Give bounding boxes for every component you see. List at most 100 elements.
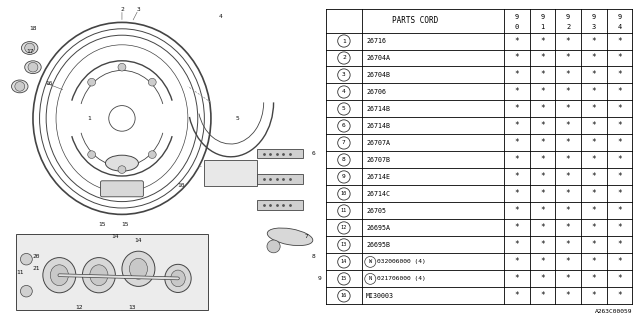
Ellipse shape	[268, 228, 313, 245]
Text: *: *	[591, 53, 596, 62]
Text: *: *	[617, 139, 622, 148]
Text: MI30003: MI30003	[366, 293, 394, 299]
Text: 16: 16	[340, 293, 347, 298]
Text: *: *	[515, 156, 519, 164]
Text: *: *	[566, 53, 570, 62]
Text: *: *	[566, 257, 570, 267]
Text: 9: 9	[592, 14, 596, 20]
FancyBboxPatch shape	[257, 200, 303, 210]
Text: 12: 12	[340, 225, 347, 230]
Ellipse shape	[90, 265, 108, 285]
Text: 15: 15	[122, 221, 129, 227]
Ellipse shape	[43, 258, 76, 293]
Text: *: *	[540, 189, 545, 198]
Ellipse shape	[83, 258, 115, 293]
Text: *: *	[617, 87, 622, 97]
Text: *: *	[515, 223, 519, 232]
Text: *: *	[617, 189, 622, 198]
Text: 26714C: 26714C	[366, 191, 390, 197]
Text: *: *	[515, 206, 519, 215]
Text: 5: 5	[342, 107, 346, 111]
Text: 1: 1	[87, 116, 91, 121]
Text: 10: 10	[340, 191, 347, 196]
Text: *: *	[540, 223, 545, 232]
Text: *: *	[566, 156, 570, 164]
Circle shape	[118, 166, 126, 173]
Text: 8: 8	[311, 253, 315, 259]
Text: 9: 9	[318, 276, 321, 281]
Text: *: *	[591, 274, 596, 284]
Text: 8: 8	[342, 157, 346, 163]
Circle shape	[20, 253, 32, 265]
Text: *: *	[617, 206, 622, 215]
Text: 021706000 (4): 021706000 (4)	[378, 276, 426, 281]
Text: *: *	[515, 70, 519, 79]
Text: *: *	[515, 172, 519, 181]
Text: *: *	[617, 172, 622, 181]
Ellipse shape	[165, 264, 191, 292]
Text: *: *	[617, 240, 622, 249]
Text: PARTS CORD: PARTS CORD	[392, 17, 438, 26]
Text: *: *	[591, 156, 596, 164]
Text: 26695A: 26695A	[366, 225, 390, 231]
Text: 9: 9	[342, 174, 346, 180]
Text: 10: 10	[177, 183, 185, 188]
Ellipse shape	[12, 80, 28, 93]
Text: 26695B: 26695B	[366, 242, 390, 248]
Text: 26705: 26705	[366, 208, 386, 214]
Text: *: *	[540, 274, 545, 284]
FancyBboxPatch shape	[257, 149, 303, 158]
Text: 6: 6	[342, 124, 346, 128]
Text: *: *	[591, 122, 596, 131]
Text: *: *	[566, 223, 570, 232]
FancyBboxPatch shape	[100, 181, 143, 197]
Text: *: *	[515, 257, 519, 267]
Text: *: *	[617, 70, 622, 79]
Text: 0: 0	[515, 24, 519, 29]
Text: 21: 21	[33, 266, 40, 271]
Text: 26716: 26716	[366, 38, 386, 44]
Text: *: *	[540, 122, 545, 131]
Circle shape	[148, 78, 156, 86]
Text: 26707B: 26707B	[366, 157, 390, 163]
Text: 4: 4	[618, 24, 621, 29]
Text: 26714E: 26714E	[366, 174, 390, 180]
Text: 6: 6	[311, 151, 315, 156]
Circle shape	[25, 43, 35, 53]
Text: 9: 9	[618, 14, 621, 20]
Text: *: *	[515, 292, 519, 300]
Text: *: *	[566, 240, 570, 249]
Text: 7: 7	[342, 140, 346, 146]
Text: *: *	[591, 257, 596, 267]
Text: *: *	[617, 274, 622, 284]
Text: *: *	[591, 206, 596, 215]
Text: 26704B: 26704B	[366, 72, 390, 78]
Text: W: W	[369, 260, 372, 264]
Text: 17: 17	[26, 49, 33, 54]
Text: 3: 3	[592, 24, 596, 29]
Text: 2: 2	[566, 24, 570, 29]
Text: 14: 14	[134, 237, 142, 243]
Text: *: *	[591, 36, 596, 45]
Text: *: *	[591, 240, 596, 249]
Text: 9: 9	[540, 14, 545, 20]
Text: 12: 12	[76, 305, 83, 310]
Text: *: *	[515, 240, 519, 249]
Text: 4: 4	[219, 13, 223, 19]
Text: *: *	[566, 292, 570, 300]
Text: 13: 13	[128, 305, 136, 310]
Ellipse shape	[106, 155, 138, 171]
Text: N: N	[369, 276, 372, 281]
Text: 18: 18	[29, 26, 36, 31]
Text: *: *	[591, 189, 596, 198]
Text: *: *	[540, 257, 545, 267]
Text: *: *	[515, 189, 519, 198]
Ellipse shape	[129, 259, 147, 279]
Text: *: *	[540, 156, 545, 164]
Text: 9: 9	[515, 14, 519, 20]
Text: *: *	[591, 223, 596, 232]
Text: *: *	[566, 139, 570, 148]
Text: 2: 2	[120, 7, 124, 12]
Circle shape	[88, 78, 95, 86]
Bar	[17, 234, 207, 310]
